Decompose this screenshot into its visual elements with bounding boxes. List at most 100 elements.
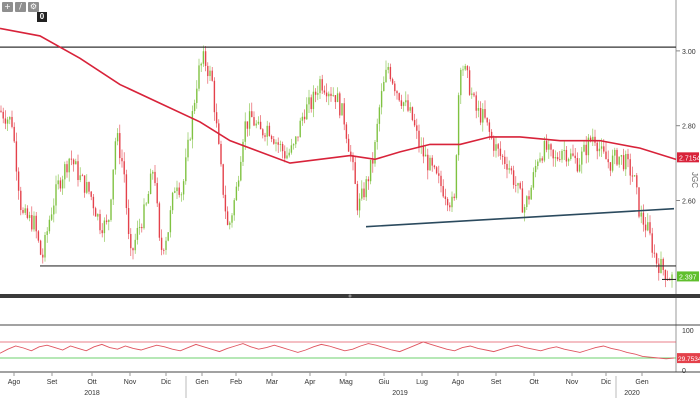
pencil-icon[interactable]: / [15, 2, 26, 12]
candle-body [160, 237, 163, 250]
candle-body [631, 175, 634, 177]
candle-body [169, 210, 172, 233]
rsi-value-label-bg [677, 353, 700, 364]
candle-body [596, 142, 598, 152]
candle-body [301, 116, 304, 121]
candle-body [486, 117, 488, 123]
candle-body [462, 69, 464, 71]
candle-body [548, 144, 550, 150]
candle-body [603, 146, 605, 152]
candle-body [422, 145, 425, 157]
candle-body [229, 222, 231, 225]
candle-body [77, 161, 79, 181]
zero-badge[interactable]: 0 [37, 12, 47, 22]
candle-body [251, 111, 253, 118]
candle-body [55, 184, 57, 206]
candle-body [185, 157, 187, 182]
plus-icon[interactable]: + [2, 2, 13, 12]
candle-body [427, 154, 429, 171]
candle-body [24, 208, 26, 213]
candle-body [213, 80, 216, 113]
candle-body [68, 158, 70, 173]
candle-body [0, 110, 2, 112]
candle-body [284, 151, 286, 159]
month-label: Ago [8, 379, 21, 386]
candle-body [9, 116, 11, 120]
candle-body [279, 144, 282, 145]
candle-body [90, 191, 92, 197]
candle-body [466, 65, 469, 71]
rsi-panel: 100 0 29.7534 [0, 328, 700, 375]
candle-body [57, 180, 59, 185]
candle-body [614, 149, 616, 156]
candle-body [165, 240, 167, 250]
candle-body [376, 123, 378, 143]
candle-body [367, 179, 370, 182]
candle-body [127, 208, 130, 235]
candle-body [180, 194, 183, 196]
candle-body [482, 109, 484, 123]
candle-body [515, 184, 517, 186]
candle-body [563, 149, 565, 151]
month-label: Gen [635, 379, 648, 386]
candle-body [484, 109, 486, 118]
candle-body [264, 135, 266, 137]
candle-body [567, 158, 570, 162]
candle-body [534, 166, 537, 173]
candle-body [504, 156, 506, 164]
candle-body [290, 145, 293, 153]
candle-body [589, 137, 592, 141]
candle-body [581, 151, 583, 165]
candle-body [418, 130, 420, 148]
candle-body [99, 214, 101, 231]
candle-body [31, 215, 33, 230]
candle-body [237, 180, 240, 187]
rsi-tick-label: 0 [682, 368, 686, 375]
candle-body [475, 95, 477, 111]
candle-body [50, 214, 53, 220]
candle-body [273, 139, 275, 144]
candle-body [48, 219, 51, 232]
divider-handle [348, 294, 352, 298]
candle-body [112, 169, 114, 200]
candle-body [609, 162, 612, 171]
candle-body [125, 174, 128, 209]
month-label: Ott [529, 379, 538, 386]
month-label: Ago [452, 379, 465, 386]
candle-body [306, 104, 308, 120]
candle-body [330, 93, 332, 96]
candle-body [543, 141, 546, 161]
candle-body [607, 159, 609, 163]
candle-body [517, 183, 519, 186]
candle-body [116, 133, 119, 142]
candle-body [658, 263, 660, 273]
candle-body [119, 133, 121, 159]
candle-body [506, 163, 508, 170]
candle-body [358, 198, 361, 211]
candle-body [352, 155, 354, 163]
gear-icon[interactable]: ⚙ [28, 2, 39, 12]
candle-body [629, 159, 631, 176]
candle-body [600, 146, 603, 149]
candle-body [550, 144, 552, 150]
candle-body [365, 179, 367, 198]
candle-body [446, 198, 449, 206]
candle-body [429, 157, 431, 171]
candle-body [4, 118, 7, 124]
candle-body [444, 196, 447, 199]
y-tick-label: 3.00 [682, 49, 696, 56]
candle-body [477, 108, 480, 111]
candle-body [519, 183, 521, 189]
candle-body [64, 164, 66, 180]
candle-body [182, 181, 185, 195]
candle-body [317, 93, 319, 95]
candle-body [167, 232, 169, 241]
candle-body [61, 179, 64, 189]
candle-body [669, 279, 671, 281]
candle-body [310, 97, 312, 110]
candle-body [83, 175, 86, 193]
candle-body [457, 95, 460, 156]
candle-body [42, 254, 44, 258]
candle-body [224, 194, 227, 212]
